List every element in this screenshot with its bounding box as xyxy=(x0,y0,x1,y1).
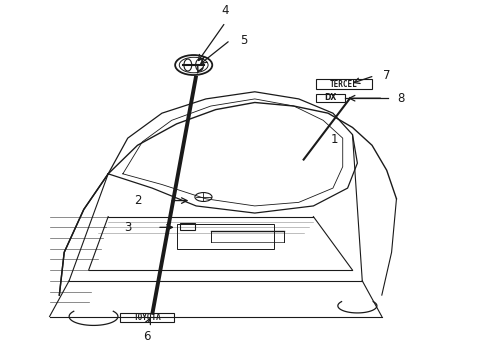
Bar xyxy=(121,313,174,322)
Bar xyxy=(176,224,274,249)
Text: TOYOTA: TOYOTA xyxy=(133,313,161,322)
Text: 1: 1 xyxy=(331,134,338,147)
Text: DX: DX xyxy=(324,93,337,102)
Bar xyxy=(180,224,195,230)
Text: 6: 6 xyxy=(144,330,151,343)
Text: 5: 5 xyxy=(240,33,247,46)
Text: TERCEL: TERCEL xyxy=(330,80,358,89)
Text: 4: 4 xyxy=(221,4,229,17)
Text: 3: 3 xyxy=(124,221,131,234)
Text: 2: 2 xyxy=(134,194,141,207)
Text: 8: 8 xyxy=(397,92,404,105)
Bar xyxy=(316,79,372,89)
Text: 7: 7 xyxy=(383,69,391,82)
Bar xyxy=(316,94,345,102)
